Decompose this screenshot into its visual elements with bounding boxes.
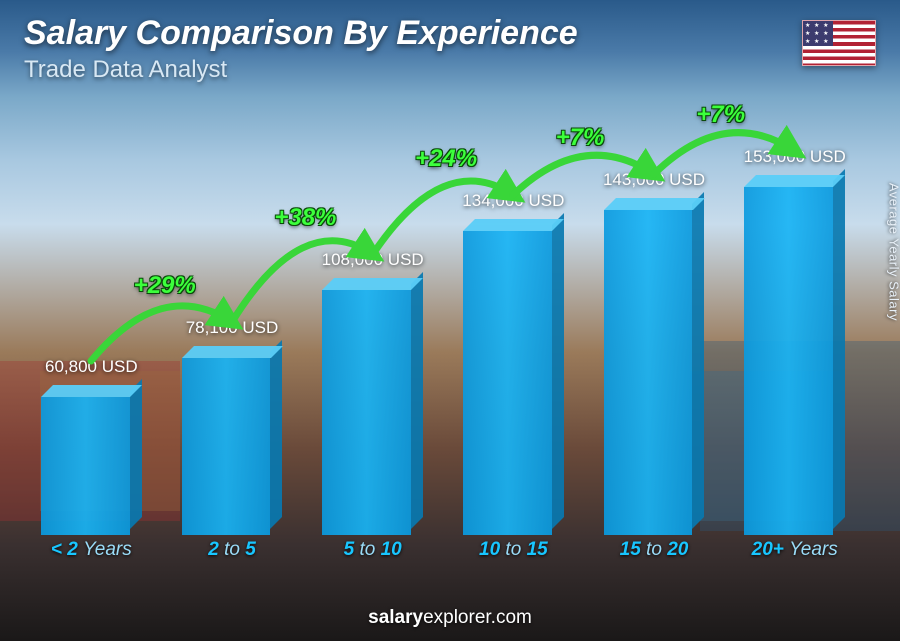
- growth-label-2: +24%: [415, 145, 477, 173]
- growth-label-4: +7%: [696, 101, 745, 129]
- bar-5: 153,000 USD: [733, 110, 856, 535]
- x-label-3: 10 to 15: [452, 539, 575, 569]
- chart-title: Salary Comparison By Experience: [24, 14, 578, 53]
- bar-4: 143,000 USD: [593, 110, 716, 535]
- y-axis-label: Average Yearly Salary: [887, 182, 900, 320]
- bar-1: 78,100 USD: [171, 110, 294, 535]
- growth-label-3: +7%: [556, 124, 605, 152]
- bar-value-2: 108,000 USD: [322, 250, 424, 270]
- growth-label-1: +38%: [274, 204, 336, 232]
- us-flag-icon: [802, 20, 876, 66]
- bar-value-3: 134,000 USD: [462, 191, 564, 211]
- bar-value-0: 60,800 USD: [45, 357, 138, 377]
- bar-0: 60,800 USD: [30, 110, 153, 535]
- x-label-2: 5 to 10: [311, 539, 434, 569]
- growth-label-0: +29%: [134, 272, 196, 300]
- x-label-4: 15 to 20: [593, 539, 716, 569]
- bar-value-5: 153,000 USD: [744, 147, 846, 167]
- chart-subtitle: Trade Data Analyst: [24, 56, 227, 84]
- salary-chart-stage: Salary Comparison By Experience Trade Da…: [0, 0, 900, 641]
- footer-brand: salaryexplorer.com: [0, 607, 900, 629]
- bar-value-4: 143,000 USD: [603, 170, 705, 190]
- bar-chart: 60,800 USD 78,100 USD 108,000 USD 134,000 U…: [30, 110, 856, 569]
- footer-brand-rest: explorer.com: [423, 607, 532, 628]
- x-label-0: < 2 Years: [30, 539, 153, 569]
- bar-2: 108,000 USD: [311, 110, 434, 535]
- x-label-1: 2 to 5: [171, 539, 294, 569]
- footer-brand-bold: salary: [368, 607, 423, 628]
- bar-value-1: 78,100 USD: [186, 318, 279, 338]
- bar-3: 134,000 USD: [452, 110, 575, 535]
- x-label-5: 20+ Years: [733, 539, 856, 569]
